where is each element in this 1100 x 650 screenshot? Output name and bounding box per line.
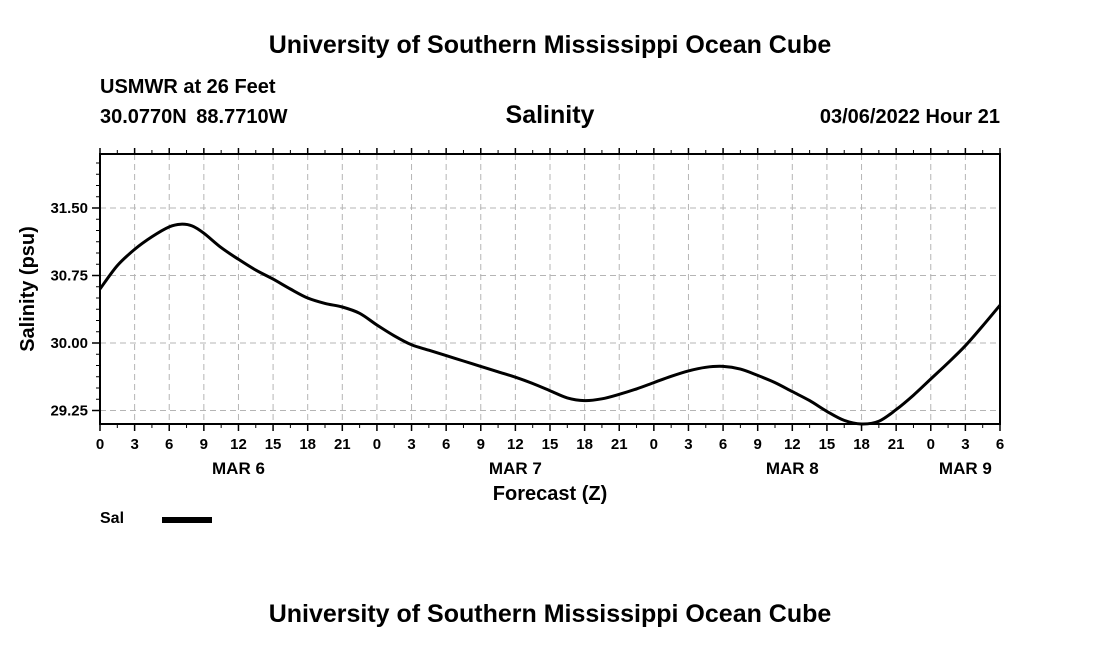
series-line-sal bbox=[98, 222, 1002, 426]
x-tick-label: 18 bbox=[576, 436, 593, 453]
y-tick-label: 30.00 bbox=[50, 335, 88, 352]
x-tick-label: 6 bbox=[442, 436, 450, 453]
x-tick-label: 15 bbox=[542, 436, 559, 453]
y-tick-label: 30.75 bbox=[50, 268, 88, 285]
plot-frame bbox=[99, 153, 1001, 425]
x-tick-label: 21 bbox=[334, 436, 351, 453]
grid bbox=[100, 154, 1000, 424]
legend-label: Sal bbox=[100, 510, 125, 527]
legend-line-swatch bbox=[162, 517, 212, 523]
x-tick-label: 0 bbox=[927, 436, 935, 453]
station-label: USMWR at 26 Feet bbox=[100, 76, 276, 98]
x-tick-label: 21 bbox=[611, 436, 628, 453]
date-label: MAR 9 bbox=[939, 459, 992, 478]
x-tick-label: 18 bbox=[299, 436, 316, 453]
series-layer bbox=[98, 222, 1002, 426]
x-tick-label: 18 bbox=[853, 436, 870, 453]
x-tick-label: 3 bbox=[130, 436, 138, 453]
date-label: MAR 8 bbox=[766, 459, 819, 478]
x-tick-label: 9 bbox=[754, 436, 762, 453]
x-tick-label: 9 bbox=[200, 436, 208, 453]
datetime-label: 03/06/2022 Hour 21 bbox=[819, 106, 1000, 128]
x-axis-label: Forecast (Z) bbox=[493, 483, 607, 505]
y-tick-label: 31.50 bbox=[50, 200, 88, 217]
x-tick-label: 3 bbox=[961, 436, 969, 453]
y-tick-label: 29.25 bbox=[50, 403, 88, 420]
x-tick-label: 15 bbox=[819, 436, 836, 453]
x-tick-label: 3 bbox=[407, 436, 415, 453]
x-tick-label: 3 bbox=[684, 436, 692, 453]
date-label: MAR 7 bbox=[489, 459, 542, 478]
coordinates-label: 30.0770N 88.7710W bbox=[100, 106, 288, 128]
page-title: University of Southern Mississippi Ocean… bbox=[268, 31, 832, 59]
x-tick-label: 12 bbox=[230, 436, 247, 453]
x-tick-label: 6 bbox=[719, 436, 727, 453]
x-tick-label: 12 bbox=[784, 436, 801, 453]
x-tick-label: 12 bbox=[507, 436, 524, 453]
x-tick-label: 6 bbox=[996, 436, 1004, 453]
x-tick-label: 0 bbox=[373, 436, 381, 453]
y-axis-label: Salinity (psu) bbox=[17, 226, 39, 352]
x-tick-label: 21 bbox=[888, 436, 905, 453]
x-tick-label: 0 bbox=[96, 436, 104, 453]
axis-labels: 0 3 6 9 12 15 18 21 0 3 6 9 12 15 18 21 0 3 6 9 12 15 18 21 0 3 6 2… bbox=[50, 200, 1004, 478]
footer-title: University of Southern Mississippi Ocean… bbox=[268, 600, 832, 628]
chart-title: Salinity bbox=[505, 101, 595, 129]
x-tick-label: 9 bbox=[477, 436, 485, 453]
date-label: MAR 6 bbox=[212, 459, 265, 478]
x-tick-label: 6 bbox=[165, 436, 173, 453]
x-tick-label: 0 bbox=[650, 436, 658, 453]
x-tick-label: 15 bbox=[265, 436, 282, 453]
